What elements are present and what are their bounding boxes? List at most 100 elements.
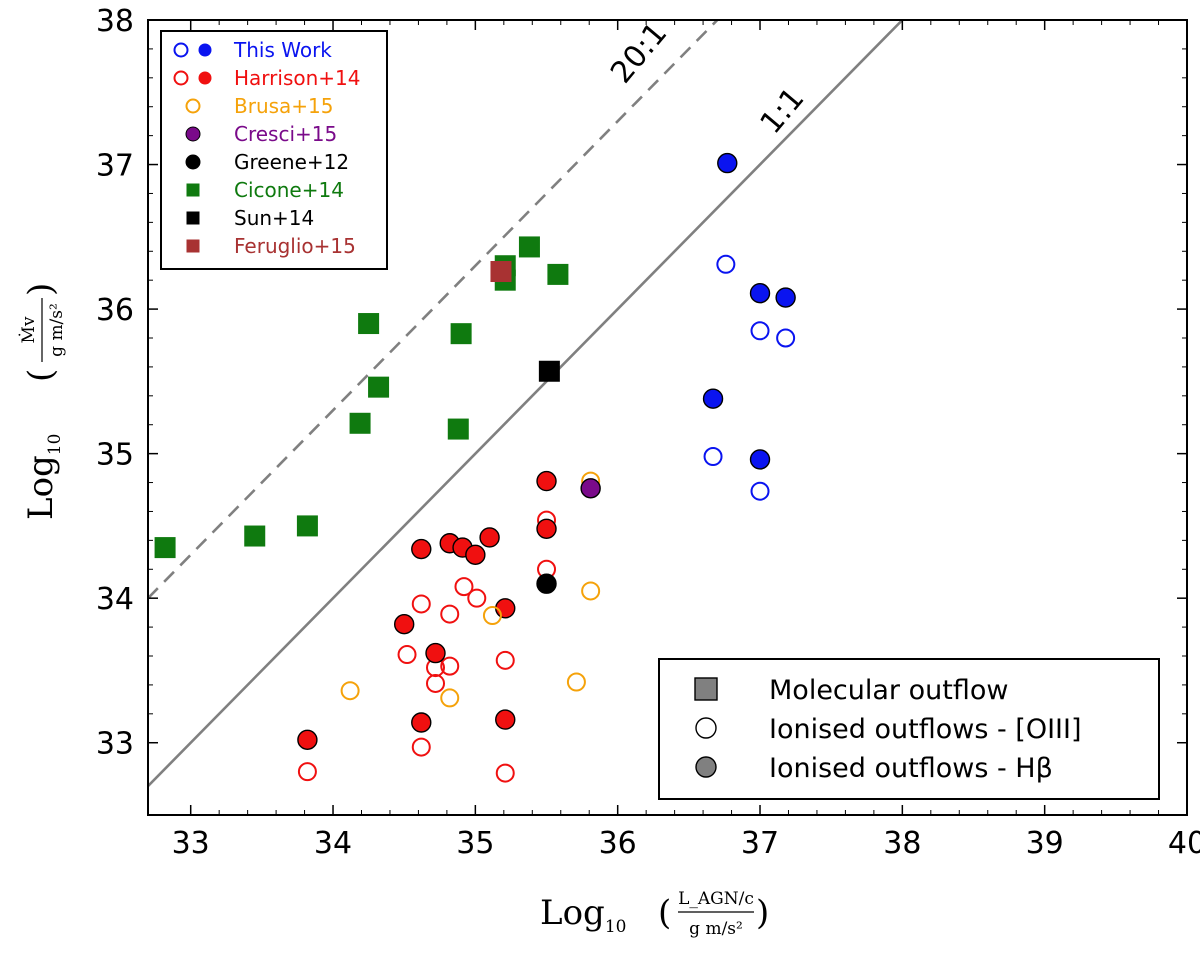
- legend-source-label: Brusa+15: [234, 94, 334, 118]
- point-harrison-14-oiii: [297, 762, 317, 782]
- x-label-sub: 10: [605, 917, 627, 937]
- point-brusa-15: [440, 688, 460, 708]
- svg-text:Log10: Log10: [540, 893, 626, 937]
- point-this-work-oiii: [750, 321, 770, 341]
- legend-type-symbol: [695, 756, 717, 778]
- point-this-work-oiii: [716, 254, 736, 274]
- point-this-work-h: [702, 388, 724, 409]
- legend-symbol-open: [173, 42, 189, 58]
- x-tick-label: 39: [1026, 826, 1064, 861]
- legend-symbol: [186, 211, 200, 225]
- point-cicone-14: [450, 323, 472, 345]
- point-harrison-14-h: [411, 712, 432, 733]
- legend-type-label: Ionised outflows - [OIII]: [769, 714, 1082, 745]
- legend-symbol: [186, 239, 200, 253]
- y-label-numerator: Ṁv: [18, 316, 39, 343]
- svg-text:): ): [756, 893, 769, 933]
- legend-types: Molecular outflow Ionised outflows - [OII…: [658, 658, 1160, 800]
- legend-source-label: Cicone+14: [234, 178, 344, 202]
- point-feruglio-15: [490, 261, 512, 283]
- y-label-denominator: g m/s²: [47, 303, 67, 357]
- point-this-work-h: [749, 282, 771, 304]
- svg-text:(: (: [21, 369, 61, 382]
- x-tick-label: 40: [1168, 826, 1200, 861]
- point-brusa-15: [340, 681, 360, 701]
- point-cicone-14: [368, 376, 390, 398]
- point-brusa-15: [482, 606, 502, 626]
- point-harrison-14-h: [495, 709, 516, 730]
- legend-source-label: Feruglio+15: [234, 234, 356, 258]
- y-label-sub: 10: [45, 434, 65, 456]
- y-tick-label: 33: [96, 727, 134, 762]
- legend-symbol: [186, 183, 200, 197]
- ref-line-label: 1:1: [754, 81, 812, 140]
- x-tick-label: 37: [741, 826, 779, 861]
- point-harrison-14-oiii: [495, 650, 515, 670]
- plot-frame: [147, 19, 1188, 816]
- svg-text:Log10: Log10: [21, 434, 65, 520]
- point-cresci-15: [580, 478, 601, 499]
- legend-symbol-filled: [185, 126, 201, 142]
- legend-source-label: Sun+14: [234, 206, 314, 230]
- point-harrison-14-h: [536, 470, 557, 492]
- x-tick-label: 35: [456, 826, 494, 861]
- point-harrison-14-h: [411, 538, 432, 560]
- y-tick-label: 37: [96, 149, 134, 184]
- y-tick-label: 38: [96, 4, 134, 39]
- point-harrison-14-oiii: [495, 763, 515, 783]
- legend-type-symbol: [694, 677, 718, 701]
- point-this-work-oiii: [750, 481, 770, 501]
- point-cicone-14: [447, 418, 469, 440]
- point-this-work-h: [749, 449, 771, 470]
- ref-line-twenty-to-one: [148, 20, 720, 600]
- point-this-work-h: [775, 287, 796, 308]
- x-tick-label: 38: [883, 826, 921, 861]
- x-tick-label: 36: [599, 826, 637, 861]
- x-label-numerator: L_AGN/c: [678, 889, 754, 909]
- legend-source-label: Greene+12: [234, 150, 349, 174]
- ref-line-label: 20:1: [604, 16, 674, 90]
- point-harrison-14-oiii: [411, 737, 431, 757]
- point-sun-14: [538, 360, 560, 382]
- point-cicone-14: [518, 236, 540, 258]
- point-greene-12: [536, 573, 557, 594]
- x-label-prefix: Log: [540, 893, 605, 933]
- y-tick-label: 34: [96, 582, 134, 617]
- point-harrison-14-oiii: [454, 577, 474, 597]
- y-axis-label: Log10 ( Ṁv g m/s² ): [18, 283, 67, 520]
- legend-source-label: Harrison+14: [234, 66, 360, 90]
- point-this-work-h: [717, 152, 738, 174]
- point-cicone-14: [349, 412, 371, 434]
- point-harrison-14-h: [393, 614, 415, 635]
- point-harrison-14-oiii: [440, 604, 460, 624]
- point-cicone-14: [154, 537, 176, 559]
- point-harrison-14-h: [465, 544, 486, 566]
- legend-symbol-filled: [198, 43, 212, 57]
- point-this-work-oiii: [776, 328, 796, 348]
- point-this-work-oiii: [703, 447, 723, 467]
- point-harrison-14-oiii: [467, 588, 487, 608]
- legend-type-label: Ionised outflows - Hβ: [769, 753, 1053, 784]
- x-tick-label: 34: [314, 826, 352, 861]
- point-harrison-14-h: [479, 527, 500, 548]
- y-label-prefix: Log: [21, 455, 61, 520]
- point-brusa-15: [581, 581, 601, 601]
- legend-type-symbol: [695, 717, 717, 739]
- y-tick-label: 35: [96, 438, 134, 473]
- point-brusa-15: [566, 672, 586, 692]
- point-cicone-14: [244, 525, 266, 547]
- x-label-denominator: g m/s²: [689, 919, 743, 939]
- svg-text:(: (: [658, 893, 671, 933]
- reference-lines: [148, 20, 905, 788]
- point-harrison-14-h: [297, 729, 318, 751]
- ref-line-one-to-one: [148, 20, 905, 788]
- legend-type-label: Molecular outflow: [769, 675, 1008, 706]
- legend-source-label: This Work: [233, 38, 332, 62]
- point-cicone-14: [296, 515, 318, 537]
- legend-source-label: Cresci+15: [234, 122, 337, 146]
- legend-sources-frame: [160, 30, 388, 270]
- legend-types-frame: [658, 658, 1160, 800]
- x-tick-label: 33: [172, 826, 210, 861]
- point-cicone-14: [358, 313, 380, 335]
